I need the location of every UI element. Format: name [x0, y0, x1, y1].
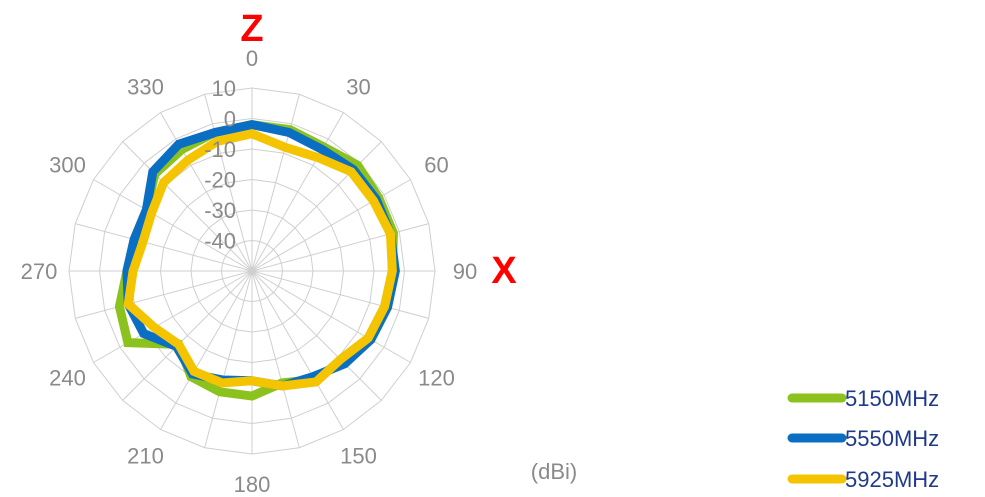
legend-label-5150: 5150MHz [845, 386, 939, 411]
radial-tick-label: 10 [212, 76, 236, 101]
z-axis-letter: Z [240, 8, 263, 50]
grid-spoke [251, 94, 300, 272]
radial-tick-label: 0 [224, 107, 236, 132]
x-axis-letter: X [491, 250, 517, 292]
legend-label-5550: 5550MHz [845, 426, 939, 451]
angle-tick-label: 330 [127, 75, 164, 100]
radial-tick-label: -10 [204, 137, 236, 162]
angle-tick-label: 150 [340, 443, 377, 468]
legend-label-5925: 5925MHz [845, 467, 939, 492]
angle-tick-label: 60 [424, 153, 448, 178]
grid-spoke [122, 270, 253, 401]
angle-tick-label: 300 [49, 153, 86, 178]
grid-spoke [251, 270, 344, 430]
angle-tick-label: 90 [453, 259, 477, 284]
angle-tick-label: 270 [21, 259, 58, 284]
angle-tick-label: 120 [418, 366, 455, 391]
series-line-5925MHz [123, 129, 397, 391]
legend-item-5150: 5150MHz [787, 386, 939, 411]
grid-spoke [75, 223, 253, 272]
angle-tick-label: 30 [346, 75, 370, 100]
grid-spoke [251, 270, 411, 363]
angle-tick-label: 180 [234, 472, 271, 497]
grid-spoke [251, 270, 382, 401]
legend: 5150MHz 5550MHz 5925MHz [787, 386, 939, 492]
grid-spoke [251, 112, 344, 272]
angle-tick-label: 210 [127, 443, 164, 468]
legend-item-5550: 5550MHz [787, 426, 939, 451]
grid-spoke [204, 94, 253, 272]
angle-tick-label: 240 [49, 366, 86, 391]
grid-spoke [204, 270, 253, 448]
grid-spoke [160, 270, 253, 430]
unit-label: (dBi) [531, 459, 577, 484]
grid-spoke [160, 112, 253, 272]
radial-tick-label: -20 [204, 168, 236, 193]
grid-spoke [251, 223, 429, 272]
radial-tick-label: -30 [204, 198, 236, 223]
polar-grid [68, 87, 436, 455]
grid-spoke [122, 141, 253, 272]
legend-item-5925: 5925MHz [787, 467, 939, 492]
axis-labels: 0 30 60 90 120 150 180 210 240 270 300 330 10 0 -10 -20… [21, 46, 478, 497]
grid-spoke [75, 270, 253, 319]
grid-spoke [93, 179, 253, 272]
radial-tick-label: -40 [204, 229, 236, 254]
grid-spoke [251, 270, 300, 448]
grid-spoke [251, 179, 411, 272]
angle-tick-label: 0 [246, 46, 258, 71]
grid-spoke [251, 270, 429, 319]
series-lines [114, 119, 400, 401]
grid-spoke [93, 270, 253, 363]
